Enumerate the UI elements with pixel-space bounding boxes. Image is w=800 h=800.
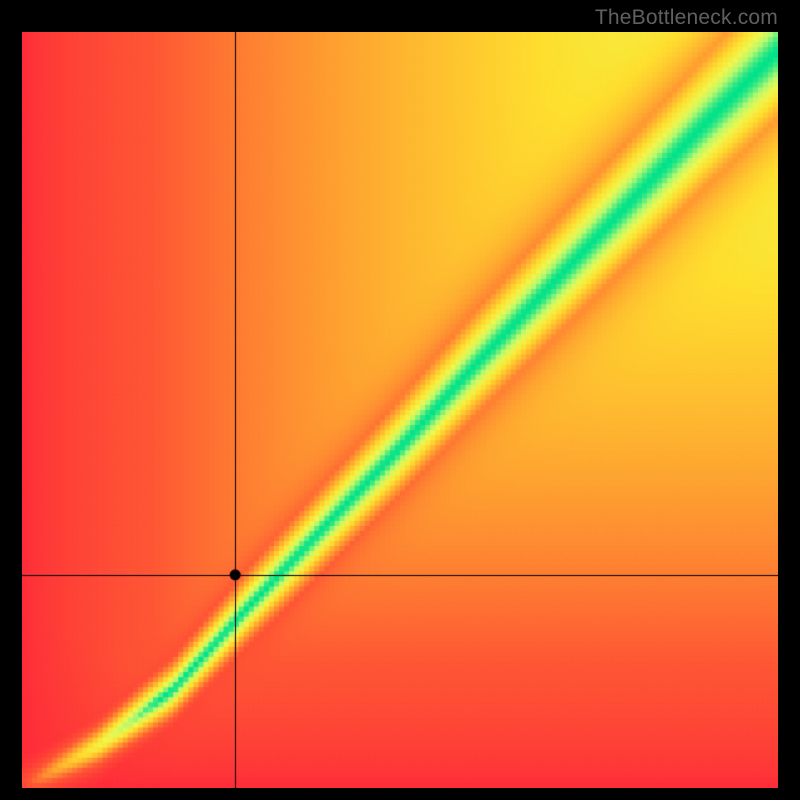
watermark-text: TheBottleneck.com: [595, 6, 778, 30]
bottleneck-heatmap: [22, 32, 778, 788]
figure-container: TheBottleneck.com: [0, 0, 800, 800]
plot-area: [22, 32, 778, 788]
